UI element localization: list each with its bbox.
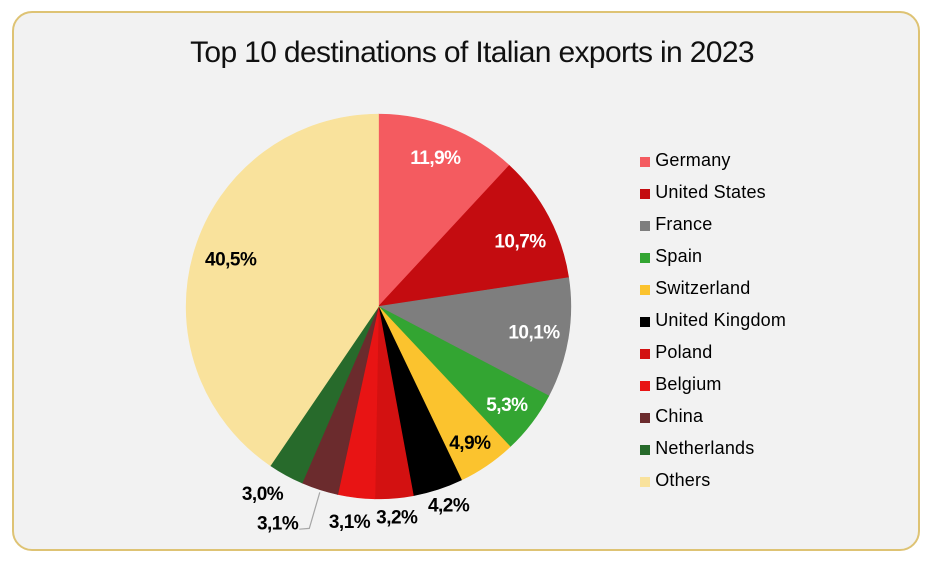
- svg-text:40,5%: 40,5%: [205, 250, 257, 271]
- svg-text:3,2%: 3,2%: [376, 508, 418, 529]
- svg-text:10,7%: 10,7%: [494, 231, 546, 252]
- svg-text:5,3%: 5,3%: [486, 395, 528, 416]
- svg-text:3,0%: 3,0%: [242, 484, 284, 505]
- svg-text:11,9%: 11,9%: [410, 148, 461, 169]
- svg-text:10,1%: 10,1%: [508, 323, 560, 344]
- svg-text:4,9%: 4,9%: [449, 433, 491, 454]
- svg-text:3,1%: 3,1%: [257, 514, 299, 535]
- svg-text:3,1%: 3,1%: [329, 512, 371, 533]
- svg-text:4,2%: 4,2%: [428, 496, 470, 517]
